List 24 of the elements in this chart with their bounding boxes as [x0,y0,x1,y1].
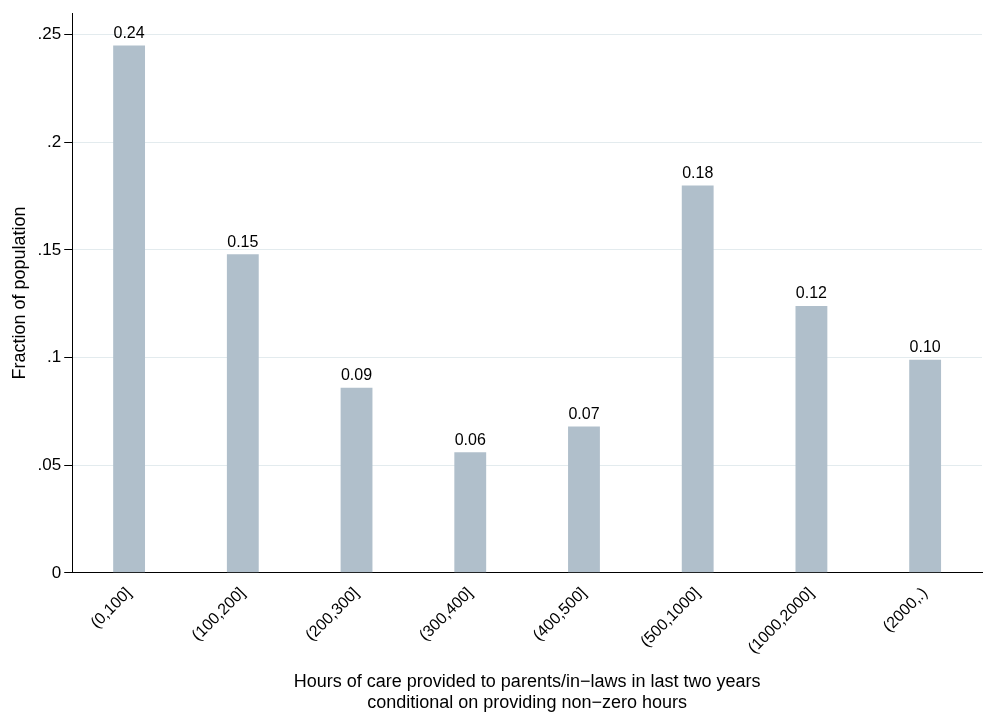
data-label: 0.15 [227,232,259,250]
y-axis-title: Fraction of population [8,206,29,380]
data-label: 0.24 [113,23,145,41]
y-tick-label: .05 [37,454,62,474]
y-tick-label: .2 [47,132,62,152]
bar [454,452,487,573]
y-tick-label: .25 [37,24,62,44]
x-axis-title: Hours of care provided to parents/in−laws in last two years conditional on providing non−zero hours [293,670,761,713]
data-label: 0.18 [682,163,714,181]
bar [909,359,942,573]
data-label: 0.06 [454,430,486,448]
y-tick-label: 0 [51,562,62,582]
bar [113,45,146,573]
data-label: 0.10 [909,338,941,356]
data-label: 0.07 [568,404,600,422]
data-label: 0.12 [795,284,828,302]
bar [226,254,259,573]
bar [681,185,714,573]
y-tick-label: .15 [37,239,62,259]
bar [568,426,600,573]
y-tick-label: .1 [47,347,62,367]
bar [340,387,373,573]
bar [795,305,828,573]
data-label: 0.09 [340,366,373,384]
